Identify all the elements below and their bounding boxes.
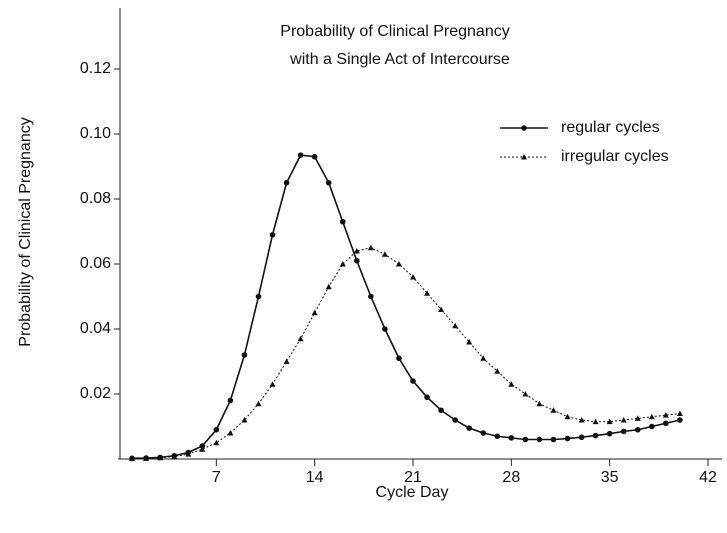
marker — [227, 397, 234, 404]
marker — [367, 244, 374, 251]
marker — [508, 435, 515, 441]
marker — [578, 434, 585, 441]
marker — [382, 326, 388, 332]
marker — [396, 355, 402, 362]
y-tick-label: 0.02 — [80, 385, 111, 402]
legend-marker — [521, 125, 527, 131]
marker — [213, 426, 220, 433]
marker — [592, 432, 599, 439]
y-tick-label: 0.04 — [80, 320, 111, 337]
marker — [438, 306, 445, 312]
marker — [466, 425, 472, 431]
marker — [536, 400, 543, 407]
marker — [676, 410, 683, 416]
y-axis-label: Probability of Clinical Pregnancy — [17, 117, 34, 346]
marker — [620, 428, 627, 435]
marker — [606, 418, 613, 425]
marker — [354, 257, 360, 264]
marker — [536, 436, 543, 443]
marker — [452, 417, 458, 423]
marker — [227, 430, 234, 436]
marker — [480, 430, 487, 436]
marker — [494, 433, 501, 440]
marker — [325, 283, 332, 290]
legend-label: regular cycles — [561, 119, 660, 136]
marker — [381, 251, 388, 257]
marker — [620, 417, 627, 423]
marker — [663, 420, 669, 427]
marker — [283, 179, 290, 186]
marker — [480, 355, 487, 361]
x-tick-label: 14 — [306, 469, 324, 486]
marker — [143, 455, 150, 461]
marker — [424, 394, 430, 401]
y-tick-label: 0.12 — [80, 60, 111, 77]
y-tick-label: 0.10 — [80, 125, 111, 142]
marker — [325, 179, 332, 186]
marker — [255, 400, 262, 407]
marker — [592, 418, 599, 425]
marker — [241, 352, 248, 358]
marker — [283, 358, 290, 364]
marker — [241, 417, 248, 423]
marker — [339, 261, 346, 267]
series-line — [132, 154, 681, 460]
marker — [550, 407, 557, 413]
marker — [550, 436, 557, 443]
marker — [353, 248, 360, 254]
marker — [634, 415, 641, 421]
marker — [424, 290, 431, 296]
y-tick-label: 0.06 — [80, 255, 111, 272]
chart-title: Probability of Clinical Pregnancy — [280, 23, 509, 40]
marker — [311, 153, 318, 160]
marker — [452, 322, 459, 329]
y-tick-label: 0.08 — [80, 190, 111, 207]
legend-label: irregular cycles — [561, 148, 669, 165]
x-tick-label: 7 — [212, 469, 221, 486]
marker — [395, 261, 402, 267]
marker — [185, 451, 192, 457]
marker — [648, 413, 655, 420]
marker — [255, 293, 262, 300]
marker — [564, 413, 571, 420]
marker — [438, 407, 444, 414]
marker — [410, 378, 416, 384]
marker — [522, 391, 529, 397]
marker — [466, 339, 473, 345]
marker — [297, 152, 304, 158]
marker — [606, 430, 613, 437]
marker — [410, 274, 416, 280]
marker — [213, 439, 220, 446]
marker — [157, 454, 164, 461]
marker — [368, 293, 374, 300]
x-tick-label: 21 — [404, 469, 422, 486]
marker — [564, 435, 571, 442]
marker — [269, 381, 276, 387]
series-line — [132, 247, 680, 460]
marker — [199, 446, 206, 452]
marker — [339, 218, 346, 225]
marker — [634, 426, 641, 433]
chart-title: with a Single Act of Intercourse — [289, 51, 510, 68]
legend-marker — [521, 154, 527, 160]
marker — [199, 443, 206, 449]
marker — [677, 417, 683, 423]
marker — [129, 455, 136, 462]
x-tick-label: 42 — [699, 469, 717, 486]
x-tick-label: 35 — [601, 469, 619, 486]
marker — [269, 231, 276, 238]
x-axis-label: Cycle Day — [376, 484, 449, 501]
marker — [494, 368, 501, 374]
marker — [311, 309, 318, 316]
marker — [508, 381, 515, 387]
x-tick-label: 28 — [502, 469, 520, 486]
marker — [662, 412, 669, 418]
marker — [297, 335, 304, 342]
marker — [522, 436, 529, 443]
marker — [171, 453, 178, 459]
marker — [649, 423, 655, 430]
marker — [578, 417, 585, 423]
